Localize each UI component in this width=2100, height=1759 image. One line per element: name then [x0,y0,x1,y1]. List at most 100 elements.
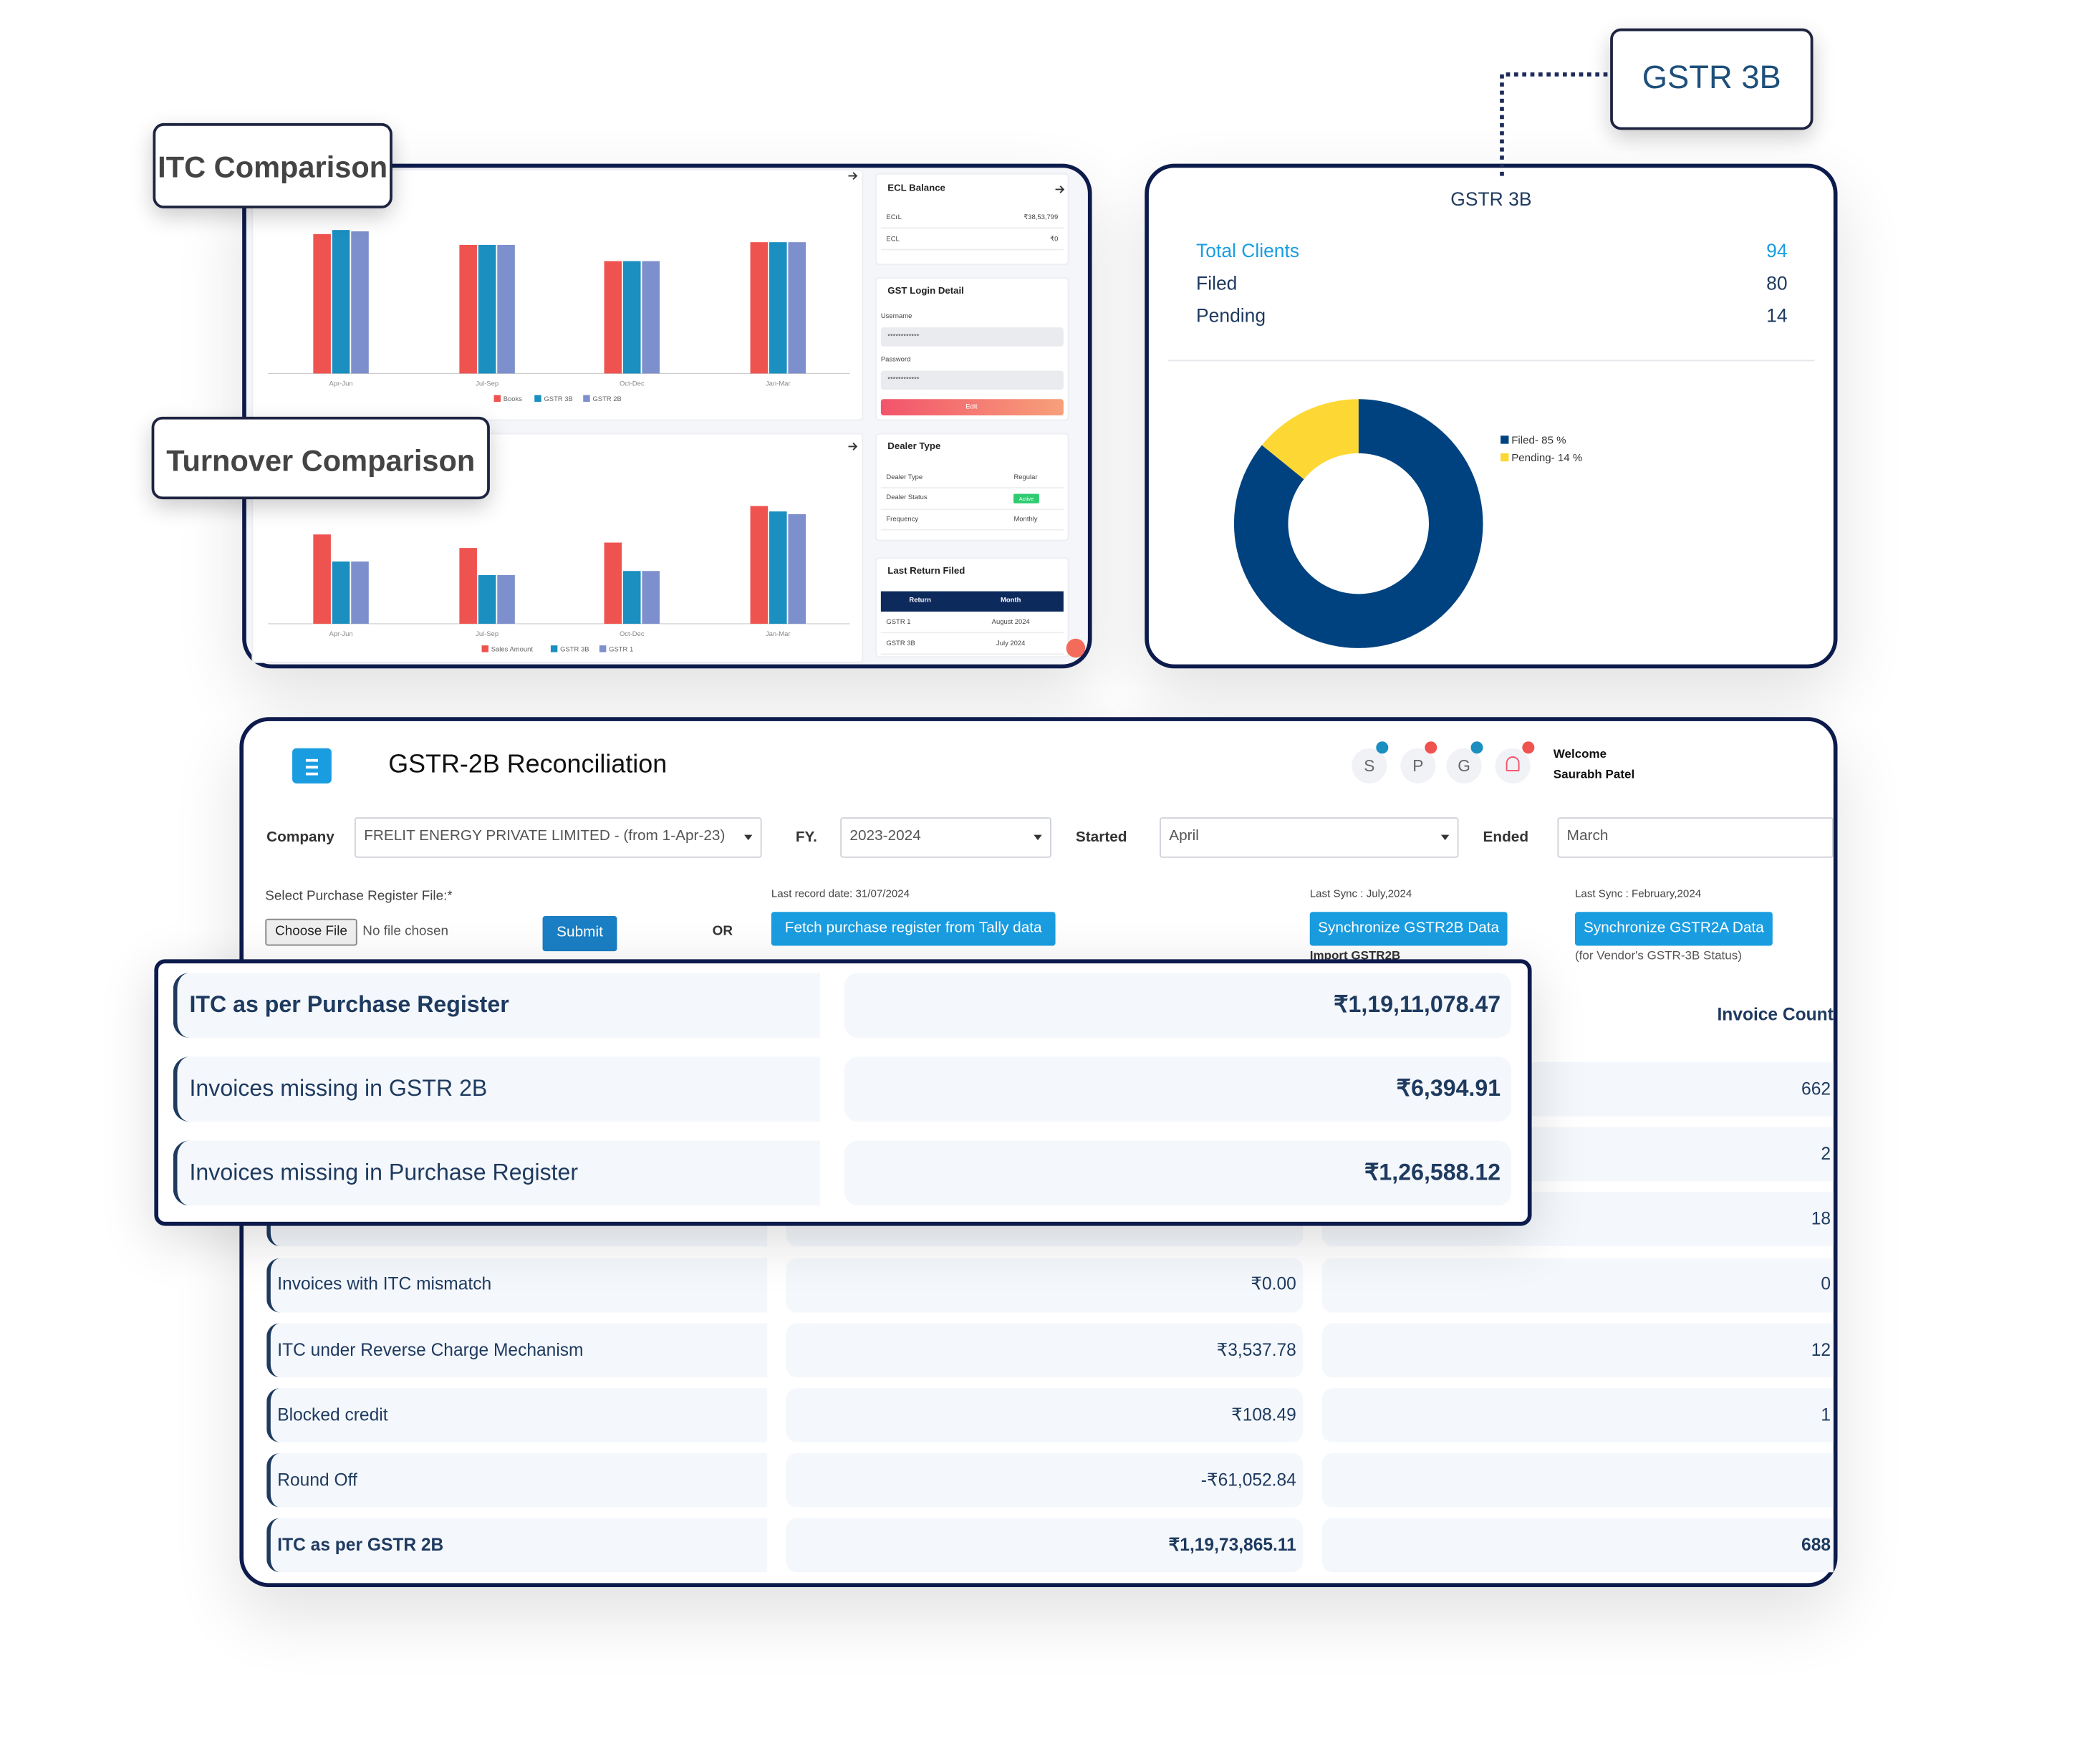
row-label: ITC as per GSTR 2B [277,1534,444,1556]
button-label: Fetch purchase register from Tally data [784,919,1042,936]
summary-cell [173,1056,820,1122]
table-cell [786,1323,1304,1377]
bar [604,542,622,624]
table-cell [1321,1518,1834,1573]
status-dot [1425,741,1437,754]
row-divider [880,632,1064,634]
row-amount: ₹108.49 [1231,1404,1296,1425]
file-button[interactable] [265,918,357,946]
sync-button[interactable] [1575,912,1773,946]
table-cell [1321,1388,1834,1442]
panel-title: ECL Balance [887,183,945,193]
legend-label: GSTR 3B [560,646,589,654]
row-divider [880,529,1064,531]
caret [744,834,753,841]
sync-button[interactable] [1309,912,1508,946]
td: July 2024 [996,640,1026,648]
avatar-letter: S [1364,756,1375,775]
status-dot [1522,741,1535,754]
select[interactable] [354,817,762,858]
table-cell [266,1388,768,1442]
bar [459,548,477,624]
edit-button[interactable] [880,399,1064,415]
scroll-top [1066,638,1086,658]
table-cell [1321,1453,1834,1508]
avatar[interactable] [1352,748,1387,784]
select[interactable] [840,817,1051,858]
caret [1034,834,1042,841]
callout [151,416,490,500]
table-cell [266,1518,768,1573]
row-count: 2 [1821,1143,1831,1164]
x-tick-label: Apr-Jun [329,630,353,638]
row-label: Round Off [277,1469,357,1490]
filter-label: Ended [1483,829,1529,846]
row-label: Blocked credit [277,1404,388,1425]
row-divider [880,653,1064,655]
menu-line [305,758,318,761]
select-value: April [1169,828,1199,845]
x-tick-label: Oct-Dec [620,630,645,638]
or-label: OR [712,923,733,939]
summary-label: ITC as per Purchase Register [189,992,509,1018]
row-divider [880,249,1064,251]
panel-title: Dealer Type [887,442,941,452]
table-cell [266,1453,768,1508]
select-value: 2023-2024 [849,828,921,845]
arrow-icon [848,172,858,180]
avatar-letter: P [1412,756,1424,775]
row-label: ITC under Reverse Charge Mechanism [277,1339,584,1360]
th: Month [1001,597,1021,606]
th: Return [909,597,931,606]
page-title: GSTR-2B Reconciliation [388,751,668,780]
bar [750,242,769,374]
stat-value: 80 [1766,272,1788,294]
select[interactable] [1160,817,1459,858]
row-value: Regular [1013,473,1038,482]
summary-cell [844,973,1512,1038]
badge-label: Active [1018,495,1034,502]
callout-label: GSTR 3B [1642,59,1781,97]
row-count: 662 [1801,1078,1831,1099]
side-panel [875,277,1069,421]
table-cell [786,1518,1304,1573]
sync-note: Import GSTR2B [1309,949,1401,963]
callout [153,122,392,208]
legend-label: GSTR 3B [544,395,572,403]
arrow-icon [848,443,858,450]
panel-title: GST Login Detail [887,286,964,297]
welcome: Welcome [1553,747,1607,761]
bar [332,562,350,624]
avatar-letter: G [1458,756,1470,775]
avatar[interactable] [1446,748,1482,784]
bar [622,571,641,624]
row-count: 12 [1811,1339,1831,1360]
status-dot [1376,741,1389,754]
bell [1506,756,1520,771]
submit-button[interactable] [542,915,617,952]
fetch-button[interactable] [771,912,1056,946]
filter-label: Company [266,829,334,846]
bar [604,261,622,374]
select[interactable] [1557,817,1834,858]
row-count: 688 [1801,1534,1831,1556]
stat-label: Total Clients [1196,239,1300,262]
avatar[interactable] [1400,748,1436,784]
x-tick-label: Jan-Mar [766,630,791,638]
table-cell [786,1453,1304,1508]
table-cell [1321,1323,1834,1377]
input-value: ************ [887,332,920,341]
summary-cell [173,1140,820,1206]
field-label: Password [880,355,911,364]
sync-note: Last Sync : February,2024 [1575,887,1702,900]
row-label: Dealer Status [886,494,928,503]
field-label: Select Purchase Register File:* [265,888,453,904]
bar [351,562,369,624]
row-amount: -₹61,052.84 [1200,1469,1296,1490]
row-divider [880,227,1064,229]
row-divider [880,487,1064,488]
stat-label: Filed [1196,272,1238,294]
